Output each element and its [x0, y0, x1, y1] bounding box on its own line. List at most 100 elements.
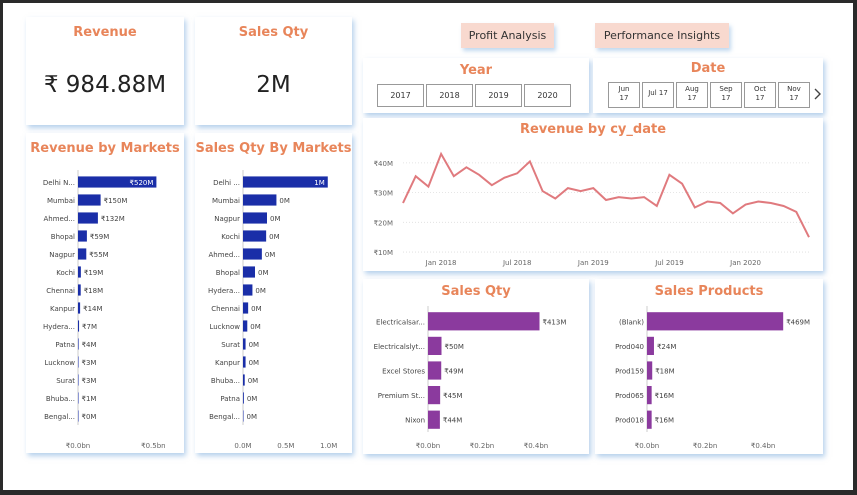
category-label: Prod018 — [615, 417, 644, 425]
bar — [243, 248, 262, 260]
x-tick-label: Jan 2018 — [425, 259, 457, 267]
bar — [78, 320, 80, 332]
bar — [243, 212, 267, 224]
bar — [243, 284, 253, 296]
data-label: ₹7M — [82, 323, 97, 331]
category-label: Mumbai — [212, 197, 240, 205]
year-option-2017[interactable]: 2017 — [377, 84, 424, 107]
bar — [78, 266, 81, 278]
category-label: Bhopal — [51, 233, 75, 241]
category-label: Delhi ... — [213, 179, 240, 187]
data-label: 0M — [247, 395, 258, 403]
revenue-kpi-card[interactable]: Revenue ₹ 984.88M — [26, 17, 184, 125]
data-label: ₹59M — [90, 233, 109, 241]
bar — [78, 338, 79, 350]
category-label: Lucknow — [209, 323, 240, 331]
profit-analysis-button[interactable]: Profit Analysis — [461, 23, 554, 48]
data-label: 0M — [248, 377, 259, 385]
category-label: Hydera... — [208, 287, 240, 295]
sales-qty-kpi-title: Sales Qty — [238, 25, 309, 40]
performance-insights-button[interactable]: Performance Insights — [595, 23, 729, 48]
bar — [78, 392, 79, 404]
date-option-sep-17[interactable]: Sep 17 — [710, 82, 742, 108]
data-label: 0M — [249, 359, 259, 367]
category-label: Prod040 — [615, 343, 644, 351]
bar — [647, 361, 653, 380]
date-option-oct-17[interactable]: Oct 17 — [744, 82, 776, 108]
sales-qty-customers-card[interactable]: Sales Qty Electricalsar... ₹413M Electrica… — [363, 279, 589, 454]
revenue-by-date-card[interactable]: Revenue by cy_date ₹10M ₹20M ₹30M ₹40M Jan 2… — [363, 118, 823, 271]
category-label: Prod065 — [615, 392, 644, 400]
date-option-aug-17[interactable]: Aug 17 — [676, 82, 708, 108]
data-label: 1M — [314, 179, 325, 187]
x-tick-label: Jul 2019 — [654, 259, 684, 267]
bar — [78, 212, 98, 224]
chevron-right-icon[interactable] — [813, 88, 821, 100]
category-label: Delhi N... — [43, 179, 75, 187]
date-option-year: 17 — [755, 94, 765, 102]
data-label: ₹18M — [84, 287, 103, 295]
x-tick-label: ₹0.0bn — [416, 442, 440, 450]
bar — [647, 385, 652, 405]
data-label: 0M — [250, 323, 261, 331]
y-tick-label: ₹10M — [374, 249, 393, 257]
data-label: ₹413M — [543, 318, 567, 326]
bar — [243, 374, 245, 386]
year-option-2018[interactable]: 2018 — [426, 84, 473, 107]
bar — [78, 176, 157, 188]
x-tick-label: ₹0.0bn — [635, 442, 659, 450]
sales-products-card[interactable]: Sales Products (Blank) ₹469M Prod040 ₹24M Pr… — [595, 279, 823, 454]
data-label: ₹50M — [445, 343, 464, 351]
category-label: Prod159 — [615, 368, 644, 376]
revenue-by-date-chart: ₹10M ₹20M ₹30M ₹40M Jan 2018 Jul 2018 Jan 2019… — [374, 151, 810, 267]
bar — [78, 410, 79, 422]
x-tick-label: ₹0.4bn — [751, 442, 775, 450]
year-option-2020[interactable]: 2020 — [524, 84, 571, 107]
revenue-kpi-title: Revenue — [73, 25, 137, 40]
bar — [243, 266, 255, 278]
date-option-year: 17 — [721, 94, 731, 102]
bar — [243, 230, 267, 242]
data-label: ₹14M — [83, 305, 102, 313]
category-label: Patna — [220, 395, 240, 403]
category-label: Bengal... — [209, 413, 240, 421]
category-label: Nagpur — [49, 251, 75, 259]
data-label: 0M — [279, 197, 290, 205]
date-option-jun-17[interactable]: Jun 17 — [608, 82, 640, 108]
category-label: Nagpur — [214, 215, 240, 223]
date-option-label: Nov — [787, 85, 801, 93]
data-label: 0M — [255, 287, 266, 295]
category-label: Bhuba... — [211, 377, 240, 385]
data-label: ₹3M — [82, 359, 97, 367]
year-option-2019[interactable]: 2019 — [475, 84, 522, 107]
date-slicer: Date Jun 17 Jul 17 Aug 17 Sep 17 Oct 17 Nov 1… — [593, 58, 823, 113]
category-label: Hydera... — [43, 323, 75, 331]
category-label: Bhopal — [216, 269, 240, 277]
date-option-year: 17 — [789, 94, 799, 102]
category-label: Excel Stores — [382, 368, 425, 376]
date-option-jul-17[interactable]: Jul 17 — [642, 82, 674, 108]
revenue-by-markets-card[interactable]: Revenue by Markets Delhi N... ₹520M Mumbai… — [26, 133, 184, 453]
bar — [78, 302, 81, 314]
bar — [243, 194, 277, 206]
date-option-year: 17 — [619, 94, 629, 102]
category-label: (Blank) — [619, 318, 644, 326]
sales-qty-customers-title: Sales Qty — [441, 284, 511, 299]
data-label: ₹132M — [101, 215, 125, 223]
sales-qty-by-markets-card[interactable]: Sales Qty By Markets Delhi ... 1M Mumbai 0M… — [195, 133, 352, 453]
data-label: ₹49M — [444, 368, 463, 376]
category-label: Mumbai — [47, 197, 75, 205]
category-label: Kochi — [221, 233, 240, 241]
bar — [428, 385, 441, 405]
bar — [428, 361, 442, 380]
sales-qty-by-markets-chart: Delhi ... 1M Mumbai 0M Nagpur 0M Kochi 0M Ahmed.… — [208, 170, 337, 450]
bar — [78, 356, 79, 368]
bar — [647, 312, 784, 331]
category-label: Lucknow — [44, 359, 75, 367]
category-label: Bengal... — [44, 413, 75, 421]
date-option-nov-17[interactable]: Nov 17 — [778, 82, 810, 108]
sales-qty-kpi-card[interactable]: Sales Qty 2M — [195, 17, 352, 125]
category-label: Surat — [221, 341, 240, 349]
bar — [78, 374, 79, 386]
data-label: 0M — [247, 413, 258, 421]
